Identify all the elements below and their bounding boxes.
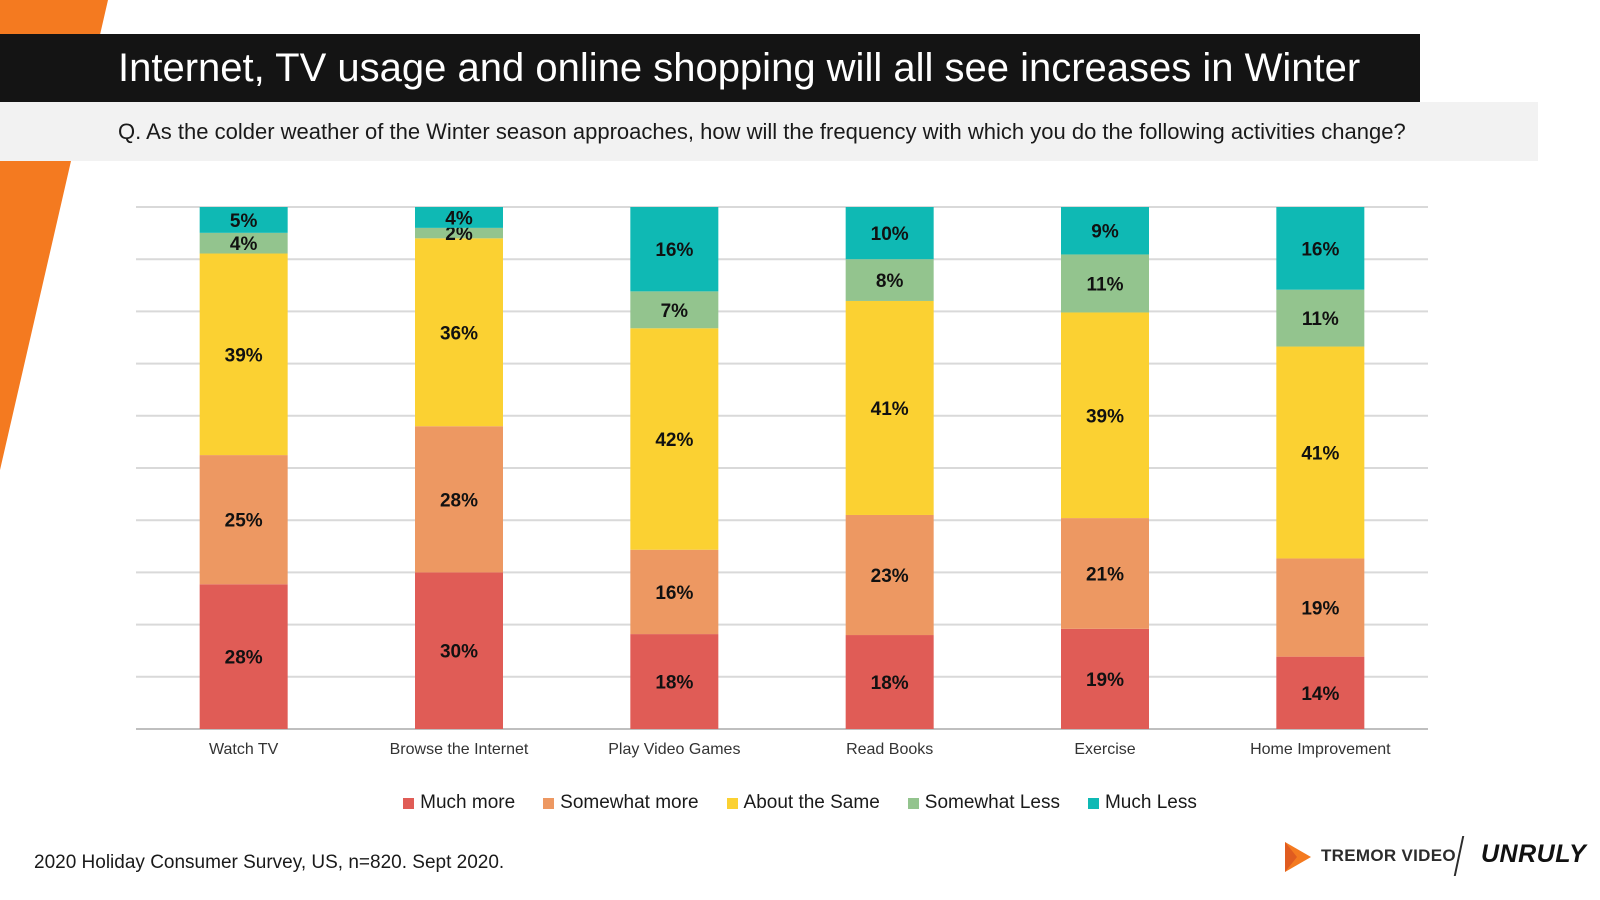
data-label: 4% <box>445 208 473 229</box>
legend-item: Much more <box>403 790 515 816</box>
bar-segment <box>1276 656 1365 729</box>
source-note: 2020 Holiday Consumer Survey, US, n=820.… <box>34 852 505 873</box>
tremor-play-icon <box>1285 842 1311 872</box>
data-label: 7% <box>661 301 689 322</box>
category-label: Browse the Internet <box>390 741 529 758</box>
data-label: 16% <box>655 240 693 261</box>
bar-segment <box>630 328 719 550</box>
bar-segment <box>415 207 503 228</box>
bar-segment <box>845 207 934 260</box>
data-label: 4% <box>230 234 258 255</box>
data-label: 28% <box>440 490 478 511</box>
tremor-video-logo: TREMOR VIDEO <box>1321 846 1456 865</box>
bar-segment <box>1276 289 1365 347</box>
bar-segment <box>1276 558 1365 657</box>
bar-segment <box>630 634 719 729</box>
bar-segment <box>199 584 288 729</box>
legend-swatch <box>543 797 555 809</box>
bar-segment <box>199 455 288 585</box>
data-label: 19% <box>1086 670 1124 691</box>
bar-segment <box>199 232 288 254</box>
bar-segment <box>415 572 503 729</box>
data-label: 39% <box>225 345 263 366</box>
brand-logos: TREMOR VIDEO UNRULY <box>1283 836 1587 876</box>
data-label: 18% <box>871 673 909 694</box>
bar-segment <box>630 549 719 635</box>
legend-swatch <box>1087 797 1099 809</box>
legend-swatch <box>726 797 738 809</box>
legend-label: Much Less <box>1104 792 1197 813</box>
bar-segment <box>845 300 934 515</box>
data-label: 25% <box>225 511 263 532</box>
survey-question: Q. As the colder weather of the Winter s… <box>118 119 1406 144</box>
data-label: 30% <box>440 642 478 663</box>
chart-legend: Much more Somewhat more About the Same Some… <box>0 790 1600 816</box>
data-label: 2% <box>445 224 473 245</box>
data-label: 19% <box>1301 599 1339 620</box>
bar-segment <box>1061 312 1149 519</box>
data-label: 23% <box>871 566 909 587</box>
bar-segment <box>845 635 934 729</box>
legend-label: Much more <box>420 792 516 813</box>
data-label: 16% <box>655 583 693 604</box>
category-label: Read Books <box>846 741 933 758</box>
bar-segment <box>199 207 288 233</box>
data-label: 36% <box>440 323 478 344</box>
legend-item: Much Less <box>1087 790 1197 816</box>
question-bar: Q. As the colder weather of the Winter s… <box>0 102 1538 161</box>
bar-segment <box>1061 518 1149 629</box>
data-label: 42% <box>655 430 693 451</box>
data-label: 21% <box>1086 564 1124 585</box>
bar-segment <box>845 259 934 301</box>
bar-segment <box>1276 207 1365 290</box>
bar-segment <box>415 426 503 573</box>
data-label: 41% <box>871 399 909 420</box>
legend-item: About the Same <box>726 790 880 816</box>
legend-swatch <box>907 797 919 809</box>
title-bar: Internet, TV usage and online shopping w… <box>0 34 1420 102</box>
category-label: Play Video Games <box>608 741 740 758</box>
data-label: 5% <box>230 211 258 232</box>
legend-item: Somewhat Less <box>907 790 1060 816</box>
bar-segment <box>415 227 503 239</box>
legend-swatch <box>403 797 415 809</box>
category-label: Exercise <box>1074 741 1135 758</box>
bar-segment <box>199 253 288 456</box>
legend-label: About the Same <box>743 792 880 813</box>
bar-segment <box>630 291 719 329</box>
data-label: 16% <box>1301 239 1339 260</box>
bar-segment <box>1276 346 1365 559</box>
bar-segment <box>630 207 719 292</box>
slide-title: Internet, TV usage and online shopping w… <box>118 46 1361 90</box>
data-label: 28% <box>225 648 263 669</box>
bar-segment <box>845 514 934 636</box>
bar-segment <box>415 238 503 427</box>
data-label: 9% <box>1091 222 1119 243</box>
data-label: 10% <box>871 224 909 245</box>
data-label: 41% <box>1301 443 1339 464</box>
data-label: 14% <box>1301 684 1339 705</box>
data-label: 8% <box>876 271 904 292</box>
data-label: 11% <box>1302 309 1339 330</box>
data-label: 18% <box>655 673 693 694</box>
bar-segment <box>1061 254 1149 313</box>
data-label: 39% <box>1086 406 1124 427</box>
unruly-logo: UNRULY <box>1481 840 1587 868</box>
legend-label: Somewhat Less <box>924 792 1060 813</box>
legend-item: Somewhat more <box>543 790 699 816</box>
legend-label: Somewhat more <box>560 792 699 813</box>
category-label: Home Improvement <box>1250 741 1391 758</box>
bar-segment <box>1061 628 1149 729</box>
data-label: 11% <box>1087 274 1124 295</box>
bar-segment <box>1061 207 1149 255</box>
category-label: Watch TV <box>209 741 279 758</box>
